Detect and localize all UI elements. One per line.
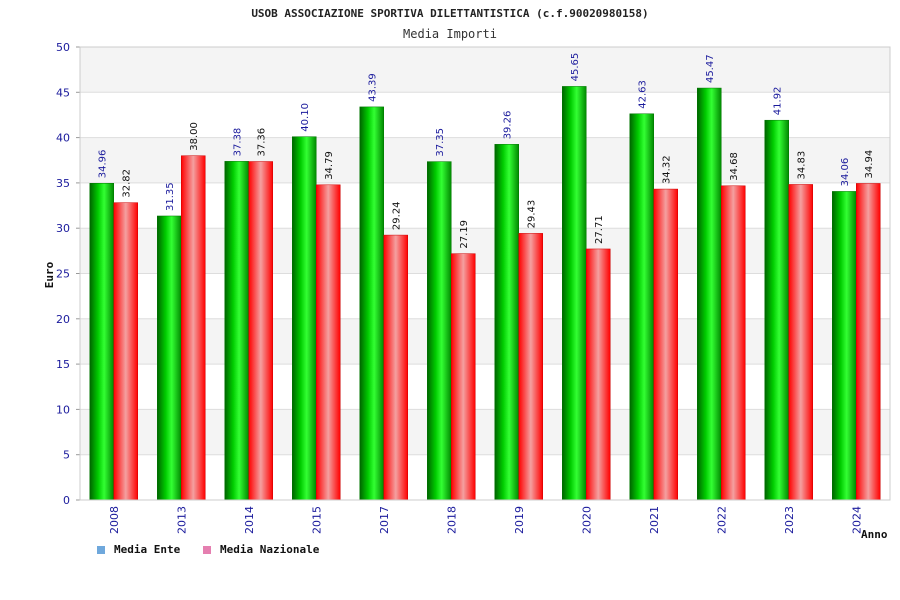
y-tick-label: 0 — [63, 494, 70, 507]
legend-swatch-media-nazionale — [203, 546, 211, 554]
bar-media-ente-2014 — [224, 161, 249, 501]
chart-subtitle: Media Importi — [403, 27, 497, 41]
x-axis-label: Anno — [861, 528, 888, 541]
y-tick-label: 10 — [56, 403, 70, 416]
grid-band — [80, 273, 890, 319]
bar-media-ente-2020 — [562, 86, 587, 501]
y-axis-ticks: 0 5 10 15 20 25 30 35 40 45 50 — [56, 41, 70, 507]
value-label-media-nazionale-2020: 27.71 — [594, 215, 605, 244]
grid-band — [80, 318, 890, 365]
bar-media-nazionale-2022 — [721, 185, 746, 501]
y-tick-label: 15 — [56, 358, 70, 371]
value-labels: 34.96 32.82 31.35 38.00 37.38 37.36 40.10 34.79… — [98, 53, 876, 249]
value-label-media-nazionale-2024: 34.94 — [864, 150, 875, 179]
y-tick-label: 5 — [63, 449, 70, 462]
plot-frame — [79, 46, 891, 501]
y-tick-label: 45 — [56, 86, 70, 99]
y-tick-label: 50 — [56, 41, 70, 54]
bar-media-nazionale-2008 — [113, 202, 138, 501]
legend-label-media-ente: Media Ente — [114, 543, 181, 556]
value-label-media-nazionale-2021: 34.32 — [662, 155, 673, 184]
value-label-media-ente-2014: 37.38 — [233, 128, 244, 157]
grid-band — [80, 454, 890, 500]
x-tick-label-2014: 2014 — [243, 506, 256, 534]
legend: Media Ente Media Nazionale — [97, 543, 320, 556]
bars — [89, 86, 881, 501]
bar-media-ente-2008 — [89, 183, 114, 501]
x-tick-label-2024: 2024 — [850, 506, 863, 534]
bar-media-nazionale-2015 — [316, 184, 341, 501]
x-tick-label-2015: 2015 — [310, 506, 323, 534]
bar-media-nazionale-2020 — [586, 248, 611, 501]
y-tick-label: 25 — [56, 268, 70, 281]
x-axis-ticks: 2008 2013 2014 2015 2017 2018 2019 2020 2021 2022… — [108, 506, 864, 534]
grid-band — [80, 364, 890, 410]
value-label-media-nazionale-2017: 29.24 — [392, 201, 403, 230]
bar-media-nazionale-2017 — [383, 234, 408, 501]
bar-media-nazionale-2024 — [856, 183, 881, 501]
x-tick-label-2023: 2023 — [783, 506, 796, 534]
grid-band — [80, 47, 890, 93]
bar-media-nazionale-2018 — [451, 253, 476, 501]
bar-media-ente-2019 — [494, 144, 519, 501]
bar-media-ente-2022 — [697, 87, 722, 501]
y-tick-label: 35 — [56, 177, 70, 190]
bar-media-ente-2023 — [764, 119, 789, 501]
bar-media-ente-2015 — [292, 136, 317, 501]
bar-media-ente-2013 — [157, 215, 182, 501]
bar-media-ente-2017 — [359, 106, 384, 501]
value-label-media-ente-2021: 42.63 — [638, 80, 649, 109]
y-tick-label: 20 — [56, 313, 70, 326]
x-tick-label-2017: 2017 — [378, 506, 391, 534]
value-label-media-nazionale-2018: 27.19 — [459, 220, 470, 249]
x-tick-label-2008: 2008 — [108, 506, 121, 534]
x-tick-label-2021: 2021 — [648, 506, 661, 534]
value-label-media-ente-2023: 41.92 — [773, 87, 784, 116]
bar-media-ente-2024 — [832, 191, 857, 501]
grid-band — [80, 409, 890, 455]
value-label-media-nazionale-2013: 38.00 — [189, 122, 200, 151]
bar-media-nazionale-2019 — [518, 233, 543, 501]
grid-band — [80, 137, 890, 183]
value-label-media-ente-2019: 39.26 — [503, 111, 514, 140]
bar-media-nazionale-2023 — [788, 184, 813, 501]
plot-background — [80, 47, 890, 500]
x-tick-label-2013: 2013 — [175, 506, 188, 534]
x-tick-label-2018: 2018 — [445, 506, 458, 534]
bar-media-nazionale-2013 — [181, 155, 206, 501]
value-label-media-ente-2018: 37.35 — [435, 128, 446, 157]
value-label-media-ente-2013: 31.35 — [165, 182, 176, 211]
grid-band — [80, 182, 890, 229]
y-tick-label: 40 — [56, 132, 70, 145]
bar-media-ente-2021 — [629, 113, 654, 501]
value-label-media-nazionale-2022: 34.68 — [729, 152, 740, 181]
grid-band — [80, 92, 890, 138]
legend-label-media-nazionale: Media Nazionale — [220, 543, 320, 556]
value-label-media-nazionale-2019: 29.43 — [527, 200, 538, 229]
y-tick-label: 30 — [56, 222, 70, 235]
legend-swatch-media-ente — [97, 546, 105, 554]
value-label-media-nazionale-2015: 34.79 — [324, 151, 335, 180]
y-axis-label: Euro — [43, 261, 56, 288]
value-label-media-nazionale-2008: 32.82 — [122, 169, 133, 198]
value-label-media-ente-2017: 43.39 — [368, 73, 379, 102]
x-tick-label-2020: 2020 — [580, 506, 593, 534]
bar-media-ente-2018 — [427, 161, 452, 501]
bar-media-nazionale-2021 — [653, 188, 678, 501]
x-tick-label-2022: 2022 — [715, 506, 728, 534]
value-label-media-ente-2008: 34.96 — [98, 150, 109, 179]
value-label-media-ente-2024: 34.06 — [840, 158, 851, 187]
x-tick-label-2019: 2019 — [513, 506, 526, 534]
value-label-media-ente-2022: 45.47 — [705, 54, 716, 83]
bar-media-nazionale-2014 — [248, 161, 273, 501]
value-label-media-ente-2015: 40.10 — [300, 103, 311, 132]
chart-title: USOB ASSOCIAZIONE SPORTIVA DILETTANTISTI… — [251, 7, 648, 20]
value-label-media-ente-2020: 45.65 — [570, 53, 581, 82]
grid-band — [80, 228, 890, 274]
value-label-media-nazionale-2014: 37.36 — [257, 128, 268, 157]
value-label-media-nazionale-2023: 34.83 — [797, 151, 808, 180]
